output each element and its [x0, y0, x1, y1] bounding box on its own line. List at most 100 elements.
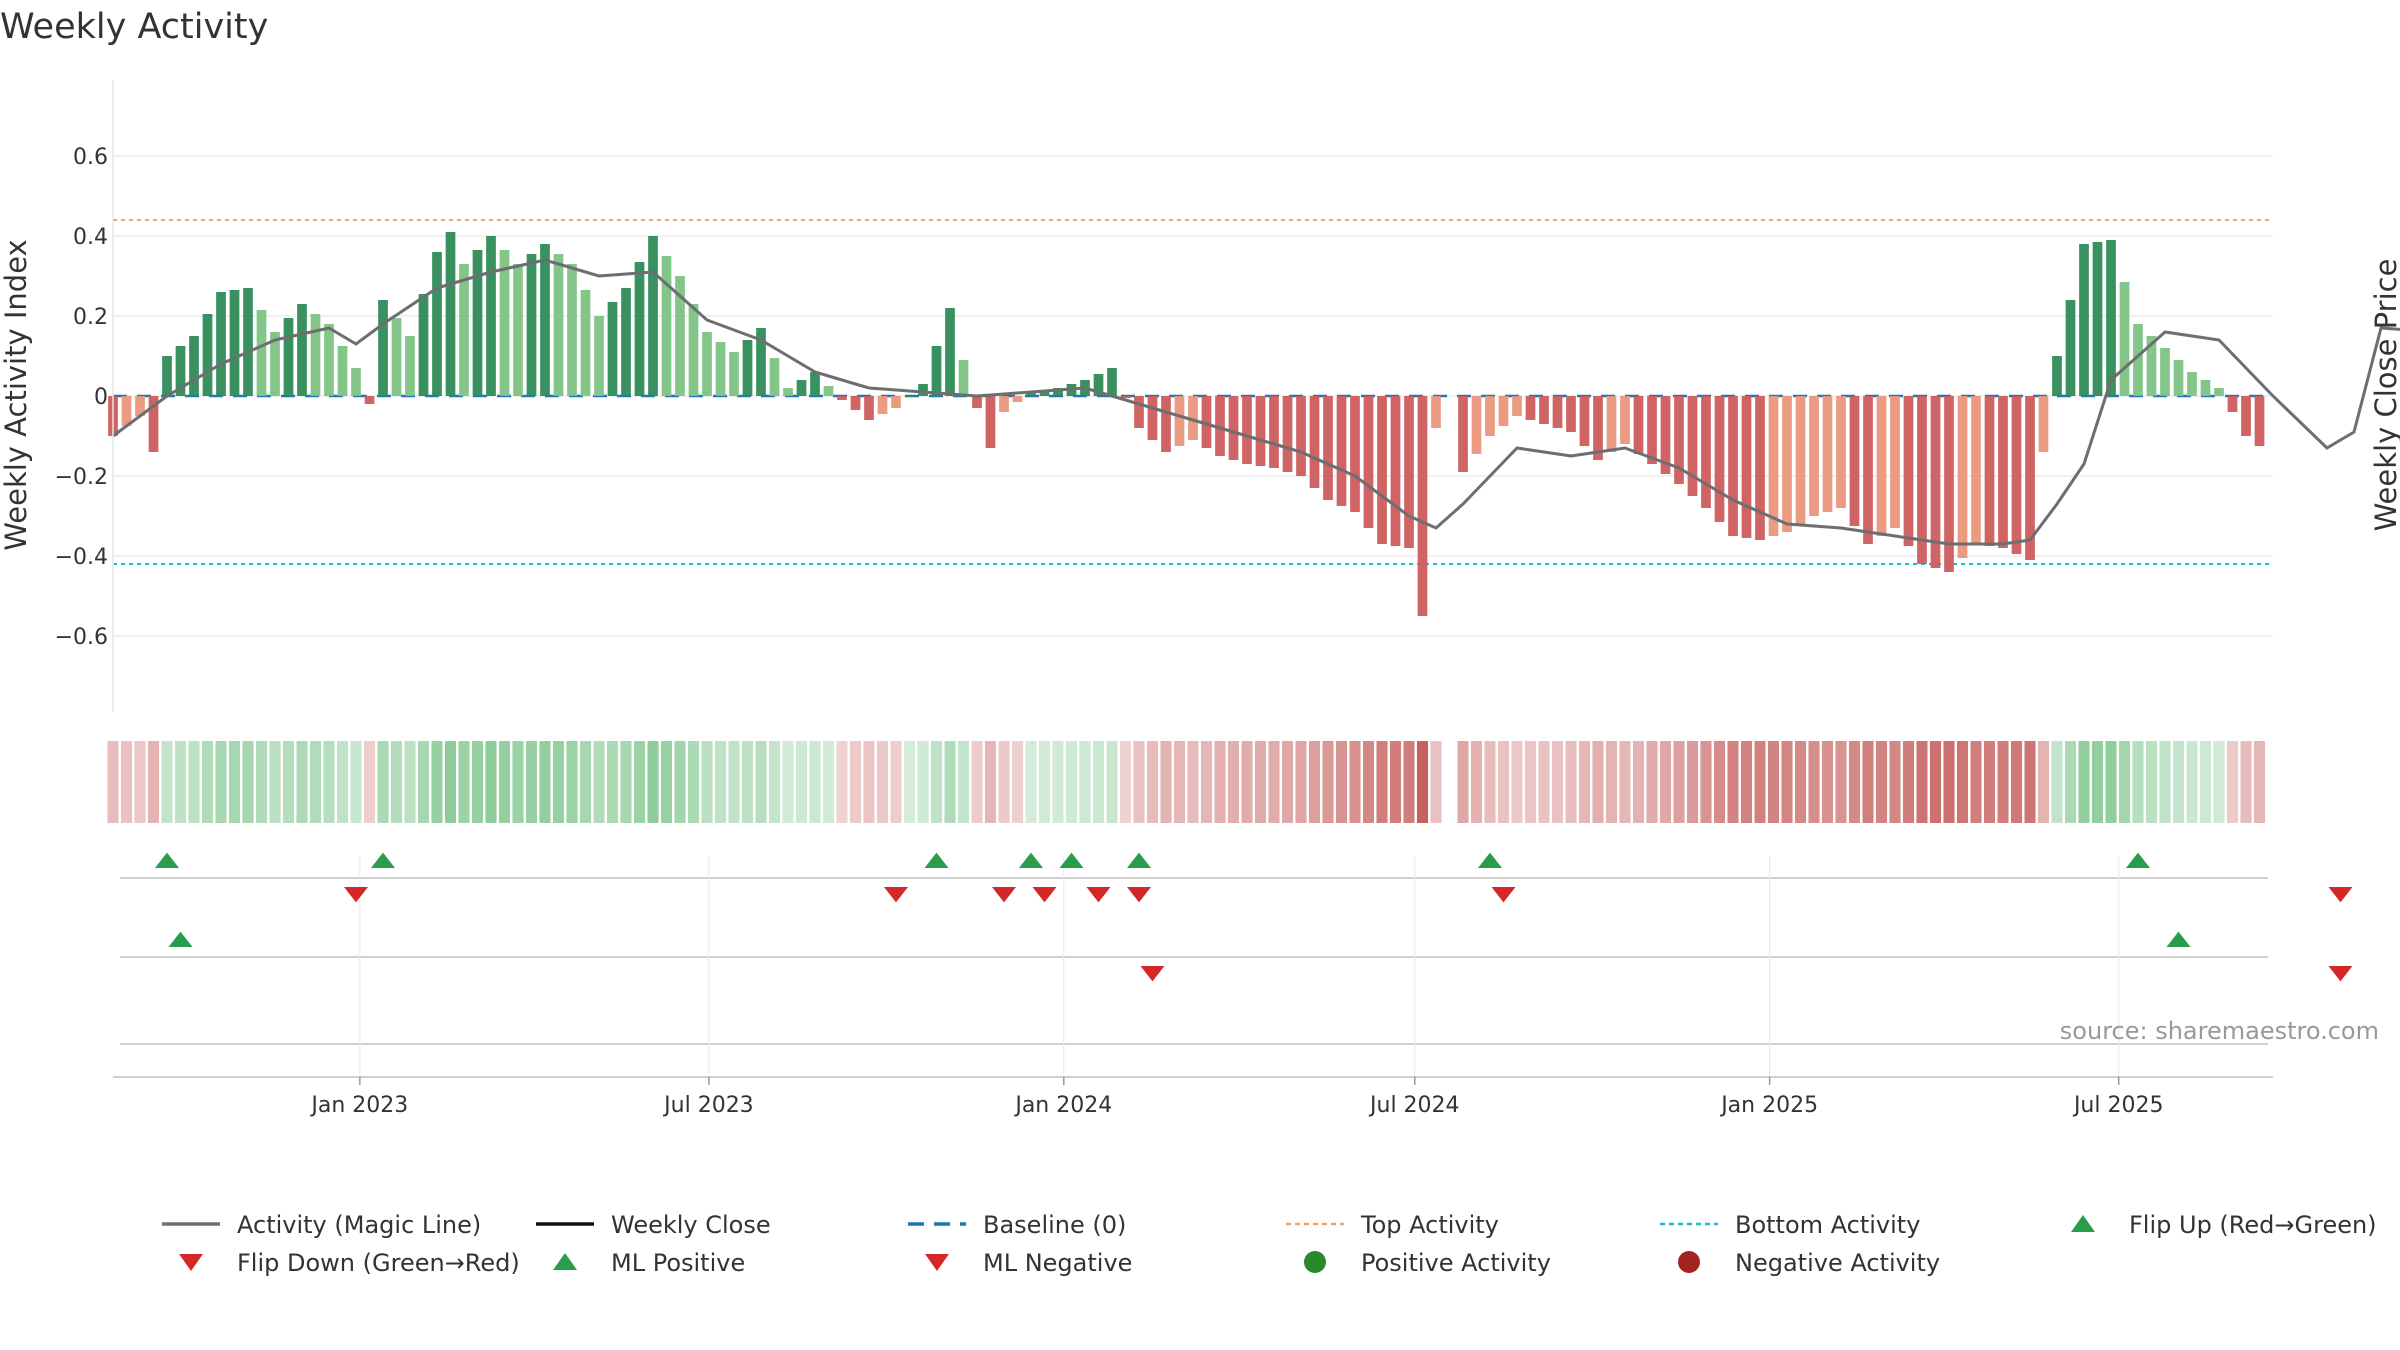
x-tick-label: Jan 2024 [1013, 1093, 1112, 1118]
strip-cell [903, 741, 916, 823]
strip-cell [1592, 741, 1604, 823]
strip-cell [1943, 741, 1955, 823]
strip-cell [1929, 741, 1942, 823]
activity-bar [256, 310, 267, 396]
activity-bar [1431, 396, 1441, 428]
activity-bar [1647, 396, 1657, 464]
y-axis-left-label: Weekly Activity Index [0, 239, 33, 550]
activity-bar [1971, 396, 1981, 544]
strip-cell [1767, 741, 1780, 823]
flip-down-marker [2328, 887, 2353, 903]
activity-bar [1512, 396, 1522, 416]
strip-cell [1659, 741, 1672, 823]
strip-cell [1632, 741, 1645, 823]
strip-cell [1065, 741, 1078, 823]
strip-cell [1727, 741, 1739, 823]
activity-bar [202, 314, 213, 396]
activity-bar [1998, 396, 2008, 548]
activity-bar [1930, 396, 1941, 568]
x-tick-label: Jul 2024 [1368, 1093, 1460, 1118]
strip-cell [1200, 741, 1213, 823]
strip-cell [1713, 741, 1726, 823]
y-left-tick-label: 0.2 [73, 305, 108, 330]
activity-bar [594, 316, 604, 396]
activity-bar [648, 236, 658, 396]
strip-cell [498, 741, 511, 823]
activity-bar [675, 276, 685, 396]
x-tick-label: Jan 2025 [1719, 1093, 1818, 1118]
flip-down-marker [344, 887, 368, 903]
activity-bar [1107, 368, 1117, 396]
strip-cell [174, 741, 187, 823]
strip-cell [2105, 741, 2117, 823]
activity-bar [945, 308, 955, 396]
activity-bar [1660, 396, 1671, 474]
activity-color-strip [107, 741, 2266, 823]
activity-bar [1147, 396, 1158, 440]
activity-bar [418, 294, 429, 396]
activity-bar [2065, 300, 2076, 396]
strip-cell [1902, 741, 1915, 823]
activity-bar [810, 372, 820, 396]
strip-cell [930, 741, 943, 823]
activity-bar [715, 342, 726, 396]
activity-bar [985, 396, 996, 448]
activity-bar [216, 292, 226, 396]
activity-bar [1282, 396, 1293, 472]
strip-cell [701, 741, 713, 823]
strip-cell [1389, 741, 1402, 823]
activity-bar [1336, 396, 1347, 506]
legend-swatch [1304, 1251, 1326, 1273]
strip-cell [984, 741, 997, 823]
legend-label: Top Activity [1360, 1211, 1499, 1239]
flip-up-marker [2126, 852, 2150, 868]
activity-bar [1782, 396, 1792, 532]
strip-cell [2037, 741, 2050, 823]
activity-bar [2146, 336, 2157, 396]
activity-bar [270, 332, 280, 396]
legend-label: ML Positive [611, 1249, 745, 1277]
strip-cell [255, 741, 268, 823]
strip-cell [2226, 741, 2239, 823]
legend-label: Bottom Activity [1735, 1211, 1920, 1239]
strip-cell [1106, 741, 1118, 823]
activity-bar [513, 264, 523, 396]
strip-cell [309, 741, 322, 823]
strip-cell [1281, 741, 1294, 823]
strip-cell [350, 741, 362, 823]
activity-bar [1215, 396, 1225, 456]
strip-cell [2024, 741, 2036, 823]
strip-cell [1875, 741, 1888, 823]
strip-cell [1308, 741, 1321, 823]
strip-cell [2199, 741, 2212, 823]
activity-bar [1120, 396, 1131, 398]
strip-cell [1700, 741, 1712, 823]
strip-cell [228, 741, 241, 823]
activity-bar [1917, 396, 1927, 564]
activity-bar [1809, 396, 1819, 516]
strip-cell [647, 741, 659, 823]
flip-up-marker [371, 852, 395, 868]
activity-bar [148, 396, 159, 452]
activity-bar [1012, 396, 1023, 402]
activity-bar [472, 250, 483, 396]
strip-cell [971, 741, 983, 823]
strip-cell [2132, 741, 2144, 823]
strip-cell [1038, 741, 1051, 823]
activity-bar [864, 396, 874, 420]
activity-bar [850, 396, 861, 410]
strip-cell [1173, 741, 1186, 823]
strip-cell [606, 741, 619, 823]
strip-cell [525, 741, 538, 823]
strip-cell [957, 741, 970, 823]
activity-bar [2038, 396, 2049, 452]
activity-bar [999, 396, 1009, 412]
activity-bar [729, 352, 739, 396]
activity-bar [1471, 396, 1482, 454]
activity-bar [1633, 396, 1644, 454]
legend-label: Flip Up (Red→Green) [2129, 1211, 2377, 1239]
strip-cell [1524, 741, 1537, 823]
activity-bar [702, 332, 712, 396]
activity-bar [1039, 390, 1050, 396]
strip-cell [809, 741, 821, 823]
